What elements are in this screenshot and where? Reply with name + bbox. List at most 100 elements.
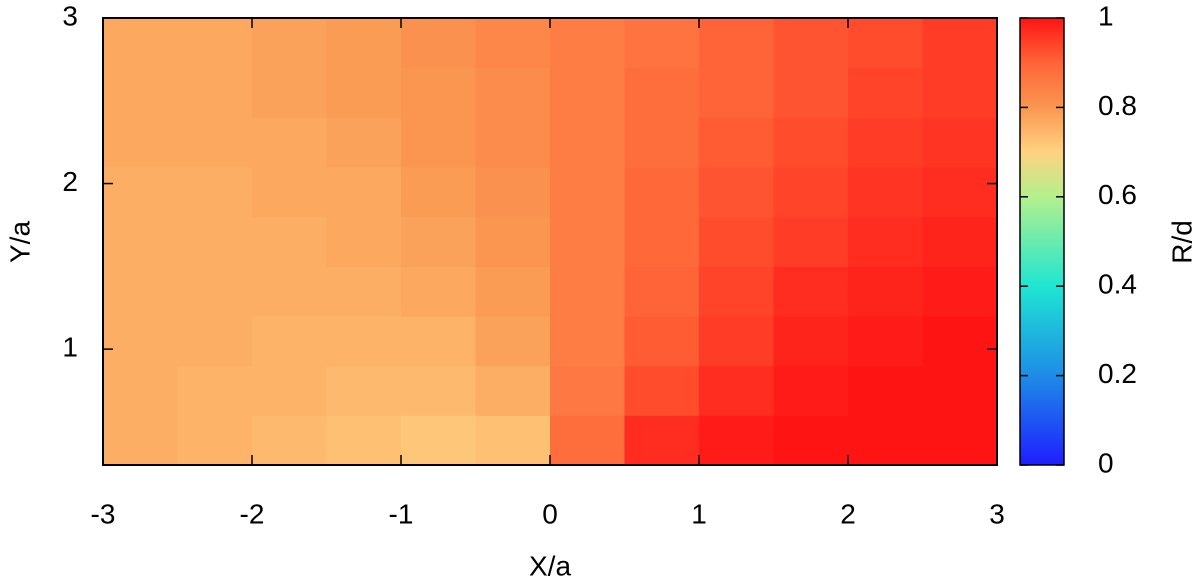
- heatmap-cell: [773, 117, 849, 168]
- heatmap-cell: [773, 266, 849, 317]
- heatmap-cell: [401, 365, 476, 416]
- x-tick-label: 2: [840, 498, 856, 529]
- heatmap-cell: [475, 167, 551, 218]
- heatmap-cell: [624, 266, 700, 317]
- heatmap-cell: [624, 415, 700, 466]
- colorbar-label: R/d: [1166, 220, 1197, 264]
- heatmap-cell: [699, 216, 774, 267]
- heatmap-cell: [177, 415, 253, 466]
- colorbar-tick-label: 0: [1098, 447, 1114, 478]
- heatmap-cell: [326, 415, 402, 466]
- heatmap-cell: [475, 365, 551, 416]
- heatmap-cell: [624, 67, 700, 118]
- heatmap-cell: [550, 216, 625, 267]
- heatmap-cell: [922, 67, 998, 118]
- heatmap-cell: [922, 266, 998, 317]
- heatmap-cell: [624, 216, 700, 267]
- heatmap-cell: [922, 18, 998, 69]
- heatmap-cell: [252, 415, 327, 466]
- heatmap-cell: [326, 216, 402, 267]
- heatmap-cell: [550, 266, 625, 317]
- x-tick-label: -1: [389, 498, 414, 529]
- heatmap-cell: [326, 67, 402, 118]
- heatmap: [103, 18, 998, 466]
- colorbar-tick-label: 0.2: [1098, 358, 1137, 389]
- colorbar-tick-label: 0.4: [1098, 269, 1137, 300]
- heatmap-cell: [103, 18, 178, 69]
- heatmap-cell: [103, 67, 178, 118]
- heatmap-cell: [773, 365, 849, 416]
- x-tick-label: 0: [542, 498, 558, 529]
- heatmap-cell: [401, 67, 476, 118]
- y-tick-label: 3: [62, 0, 78, 31]
- heatmap-cell: [773, 67, 849, 118]
- heatmap-cell: [624, 117, 700, 168]
- heatmap-cell: [550, 167, 625, 218]
- heatmap-cell: [401, 18, 476, 69]
- heatmap-cell: [624, 365, 700, 416]
- heatmap-cell: [401, 117, 476, 168]
- heatmap-cell: [550, 415, 625, 466]
- heatmap-cell: [177, 316, 253, 367]
- heatmap-cell: [922, 167, 998, 218]
- heatmap-cell: [624, 18, 700, 69]
- colorbar-tick-label: 1: [1098, 0, 1114, 31]
- heatmap-cell: [624, 167, 700, 218]
- heatmap-cell: [475, 415, 551, 466]
- heatmap-cell: [922, 216, 998, 267]
- heatmap-cell: [475, 216, 551, 267]
- heatmap-cell: [848, 316, 923, 367]
- heatmap-cell: [848, 216, 923, 267]
- colorbar-tick-label: 0.6: [1098, 179, 1137, 210]
- heatmap-cell: [177, 117, 253, 168]
- x-tick-label: 1: [691, 498, 707, 529]
- heatmap-cell: [550, 365, 625, 416]
- heatmap-cell: [699, 266, 774, 317]
- heatmap-cell: [177, 216, 253, 267]
- y-axis-label: Y/a: [4, 221, 35, 263]
- heatmap-cell: [475, 316, 551, 367]
- heatmap-cell: [177, 167, 253, 218]
- heatmap-cell: [922, 415, 998, 466]
- heatmap-cell: [773, 216, 849, 267]
- heatmap-cell: [848, 18, 923, 69]
- heatmap-cell: [177, 67, 253, 118]
- heatmap-cell: [922, 365, 998, 416]
- heatmap-cell: [475, 117, 551, 168]
- heatmap-cell: [103, 266, 178, 317]
- heatmap-cell: [624, 316, 700, 367]
- heatmap-cell: [773, 415, 849, 466]
- x-tick-label: -2: [240, 498, 265, 529]
- heatmap-cell: [326, 167, 402, 218]
- heatmap-cell: [252, 18, 327, 69]
- heatmap-cell: [326, 365, 402, 416]
- x-axis-label: X/a: [529, 550, 571, 581]
- heatmap-cell: [550, 67, 625, 118]
- heatmap-cell: [103, 316, 178, 367]
- heatmap-cell: [699, 167, 774, 218]
- heatmap-cell: [699, 415, 774, 466]
- heatmap-cell: [848, 415, 923, 466]
- heatmap-cell: [103, 117, 178, 168]
- heatmap-cell: [699, 316, 774, 367]
- heatmap-cell: [401, 266, 476, 317]
- heatmap-cell: [773, 316, 849, 367]
- heatmap-cell: [550, 316, 625, 367]
- heatmap-cell: [103, 415, 178, 466]
- heatmap-cell: [699, 67, 774, 118]
- heatmap-cell: [401, 167, 476, 218]
- heatmap-cell: [848, 117, 923, 168]
- x-tick-label: -3: [91, 498, 116, 529]
- colorbar-tick-label: 0.8: [1098, 90, 1137, 121]
- colorbar: [1019, 17, 1065, 466]
- heatmap-cell: [922, 117, 998, 168]
- heatmap-cell: [550, 18, 625, 69]
- heatmap-cell: [699, 117, 774, 168]
- heatmap-cell: [252, 67, 327, 118]
- y-tick-label: 1: [62, 332, 78, 363]
- heatmap-cell: [401, 316, 476, 367]
- heatmap-cell: [326, 266, 402, 317]
- heatmap-cell: [103, 167, 178, 218]
- heatmap-cell: [252, 117, 327, 168]
